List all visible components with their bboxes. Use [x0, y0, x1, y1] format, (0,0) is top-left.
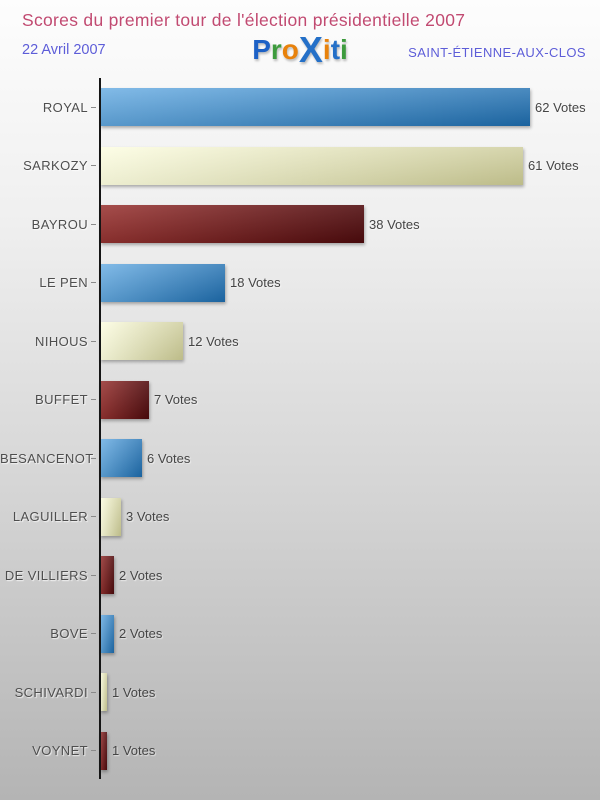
tick-mark — [91, 750, 96, 752]
bar-track: 2 Votes — [100, 556, 600, 595]
tick-mark — [91, 399, 96, 401]
tick-mark — [91, 691, 96, 693]
logo-letter: X — [298, 29, 323, 70]
category-label: SCHIVARDI — [14, 684, 88, 700]
bar — [100, 263, 225, 302]
bar — [100, 614, 114, 653]
tick-mark — [91, 633, 96, 635]
tick-mark — [91, 516, 96, 518]
tick-mark — [91, 165, 96, 167]
bar-row: ROYAL 62 Votes — [0, 78, 600, 137]
bar — [100, 88, 530, 127]
bar-chart: ROYAL 62 Votes SARKOZY 61 Votes BAYROU 38 Vot… — [0, 78, 600, 780]
bar-row: LAGUILLER 3 Votes — [0, 488, 600, 547]
logo-letter: r — [270, 34, 282, 65]
logo-letter: i — [322, 34, 331, 65]
category-label: LE PEN — [39, 275, 88, 291]
bar — [100, 439, 142, 478]
value-label: 2 Votes — [119, 626, 163, 642]
category-label: LAGUILLER — [12, 509, 88, 525]
bar-row: NIHOUS 12 Votes — [0, 312, 600, 371]
bar-track: 1 Votes — [100, 673, 600, 712]
bar-row: SCHIVARDI 1 Votes — [0, 663, 600, 722]
bar-track: 7 Votes — [100, 380, 600, 419]
category-label: ROYAL — [42, 99, 88, 115]
logo-letter: o — [281, 34, 299, 65]
bar-row: LE PEN 18 Votes — [0, 254, 600, 313]
bar-track: 18 Votes — [100, 263, 600, 302]
value-label: 62 Votes — [535, 99, 586, 115]
chart-title: Scores du premier tour de l'élection pré… — [22, 10, 466, 30]
bar-track: 3 Votes — [100, 497, 600, 536]
category-label: DE VILLIERS — [4, 567, 88, 583]
bar-track: 62 Votes — [100, 88, 600, 127]
bar-track: 2 Votes — [100, 614, 600, 653]
tick-mark — [91, 574, 96, 576]
value-label: 7 Votes — [154, 392, 198, 408]
bar — [100, 556, 114, 595]
bar — [100, 497, 121, 536]
logo-letter: i — [340, 34, 348, 65]
bar — [100, 731, 107, 770]
bar-row: BUFFET 7 Votes — [0, 371, 600, 430]
value-label: 18 Votes — [230, 275, 281, 291]
bar-track: 61 Votes — [100, 146, 600, 185]
value-label: 3 Votes — [126, 509, 170, 525]
bar-track: 38 Votes — [100, 205, 600, 244]
bar-row: BOVE 2 Votes — [0, 605, 600, 664]
logo-letter: P — [252, 34, 271, 65]
bar-track: 1 Votes — [100, 731, 600, 770]
category-label: BAYROU — [31, 216, 88, 232]
category-label: NIHOUS — [35, 333, 88, 349]
value-label: 12 Votes — [188, 333, 239, 349]
value-label: 61 Votes — [528, 158, 579, 174]
value-label: 38 Votes — [369, 216, 420, 232]
category-label: SARKOZY — [23, 158, 88, 174]
y-axis-line — [99, 78, 101, 779]
tick-mark — [91, 340, 96, 342]
tick-mark — [91, 457, 96, 459]
tick-mark — [91, 106, 96, 108]
logo-letter: t — [330, 34, 341, 65]
bar — [100, 205, 364, 244]
bar-row: DE VILLIERS 2 Votes — [0, 546, 600, 605]
bar-row: BESANCENOT 6 Votes — [0, 429, 600, 488]
category-label: BOVE — [50, 626, 88, 642]
bar — [100, 322, 183, 361]
bar-track: 12 Votes — [100, 322, 600, 361]
bar-track: 6 Votes — [100, 439, 600, 478]
proxiti-logo: ProXiti — [252, 32, 348, 68]
value-label: 6 Votes — [147, 450, 191, 466]
bar-row: SARKOZY 61 Votes — [0, 137, 600, 196]
category-label: BESANCENOT — [0, 450, 94, 466]
bar — [100, 673, 107, 712]
bar — [100, 146, 523, 185]
bar-row: BAYROU 38 Votes — [0, 195, 600, 254]
value-label: 1 Votes — [112, 684, 156, 700]
category-label: BUFFET — [35, 392, 88, 408]
value-label: 2 Votes — [119, 567, 163, 583]
tick-mark — [91, 223, 96, 225]
bar-row: VOYNET 1 Votes — [0, 722, 600, 781]
bar — [100, 380, 149, 419]
tick-mark — [91, 282, 96, 284]
value-label: 1 Votes — [112, 743, 156, 759]
location-label: SAINT-ÉTIENNE-AUX-CLOS — [408, 45, 586, 60]
date-label: 22 Avril 2007 — [22, 42, 106, 58]
category-label: VOYNET — [32, 743, 88, 759]
